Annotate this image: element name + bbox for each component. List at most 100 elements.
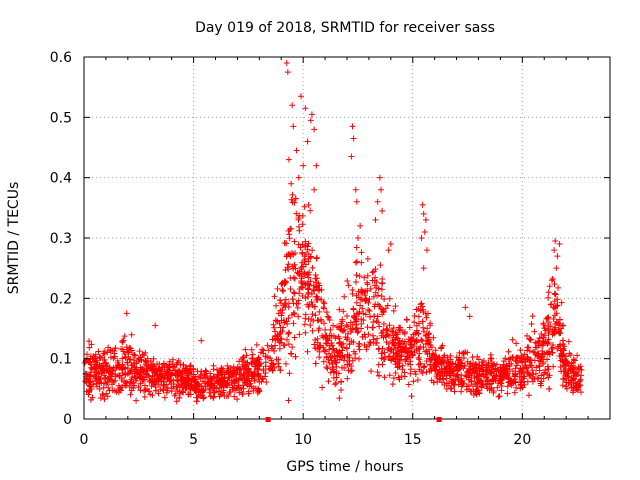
data-point: [555, 343, 562, 350]
data-point: [282, 278, 289, 285]
data-point: [341, 364, 348, 371]
data-point: [385, 247, 392, 254]
data-point: [419, 318, 426, 325]
grid-lines: [84, 57, 610, 419]
data-point: [272, 302, 279, 309]
data-point: [211, 389, 218, 396]
data-point: [151, 372, 158, 379]
data-point: [285, 315, 292, 322]
data-point: [267, 363, 274, 370]
data-point: [277, 297, 284, 304]
axis-markers: [265, 417, 442, 422]
data-point: [555, 284, 562, 291]
data-point: [344, 312, 351, 319]
data-point: [535, 375, 542, 381]
data-point: [302, 315, 309, 322]
data-point: [310, 317, 317, 324]
data-point: [155, 390, 162, 397]
data-point: [415, 320, 422, 327]
data-point: [570, 376, 577, 383]
data-point: [345, 282, 352, 289]
data-point: [253, 341, 260, 348]
data-point: [339, 344, 346, 351]
data-point: [465, 374, 472, 381]
data-point: [122, 380, 129, 387]
data-point: [264, 342, 271, 349]
data-point: [554, 302, 561, 309]
data-points: [81, 60, 585, 405]
data-point: [545, 319, 552, 326]
data-point: [210, 394, 217, 401]
data-point: [170, 377, 177, 384]
data-point: [517, 347, 524, 354]
data-point: [236, 371, 243, 378]
data-point: [350, 339, 357, 346]
data-point: [432, 347, 439, 354]
data-point: [333, 347, 340, 354]
data-point: [380, 356, 387, 363]
data-point: [183, 385, 190, 392]
data-point: [469, 354, 476, 361]
data-point: [210, 388, 217, 395]
data-point: [312, 271, 319, 278]
data-point: [412, 331, 419, 338]
data-point: [561, 376, 568, 383]
data-point: [447, 362, 454, 369]
data-point: [296, 227, 303, 234]
data-point: [128, 362, 135, 369]
data-point: [249, 360, 256, 367]
data-point: [539, 334, 546, 341]
data-point: [286, 370, 293, 377]
data-point: [379, 311, 386, 318]
data-point: [416, 366, 423, 373]
data-point: [179, 368, 186, 375]
data-point: [320, 358, 327, 365]
data-point: [560, 358, 567, 365]
data-point: [551, 247, 558, 254]
data-point: [518, 355, 525, 362]
data-point: [331, 357, 338, 364]
data-point: [277, 367, 284, 374]
data-point: [262, 369, 269, 376]
data-point: [230, 363, 237, 370]
data-point: [546, 283, 553, 290]
data-point: [390, 342, 397, 349]
data-point: [350, 135, 357, 142]
data-point: [305, 272, 312, 279]
data-point: [540, 339, 547, 346]
x-tick-label: 0: [80, 432, 89, 448]
data-point: [281, 240, 288, 247]
data-point: [378, 280, 385, 287]
data-point: [142, 357, 149, 364]
data-point: [118, 377, 125, 384]
data-point: [265, 347, 272, 354]
data-point: [566, 350, 573, 357]
data-point: [301, 269, 308, 276]
x-tick-label: 5: [189, 432, 198, 448]
data-point: [110, 364, 117, 371]
data-point: [423, 314, 430, 321]
data-point: [316, 348, 323, 355]
data-point: [352, 186, 359, 193]
data-point: [271, 293, 278, 300]
data-point: [460, 350, 467, 357]
data-point: [530, 348, 537, 355]
data-point: [568, 360, 575, 367]
data-point: [379, 306, 386, 313]
data-point: [198, 368, 205, 375]
data-point: [358, 289, 365, 296]
data-point: [359, 333, 366, 340]
data-point: [348, 153, 355, 160]
y-tick-label: 0.6: [50, 50, 72, 66]
data-point: [401, 338, 408, 345]
data-point: [475, 387, 482, 394]
data-point: [518, 367, 525, 374]
data-point: [528, 362, 535, 369]
data-point: [529, 378, 536, 385]
data-point: [371, 282, 378, 289]
data-point: [334, 323, 341, 330]
data-point: [242, 366, 249, 373]
data-point: [368, 368, 375, 375]
data-point: [341, 357, 348, 364]
data-point: [493, 361, 500, 368]
